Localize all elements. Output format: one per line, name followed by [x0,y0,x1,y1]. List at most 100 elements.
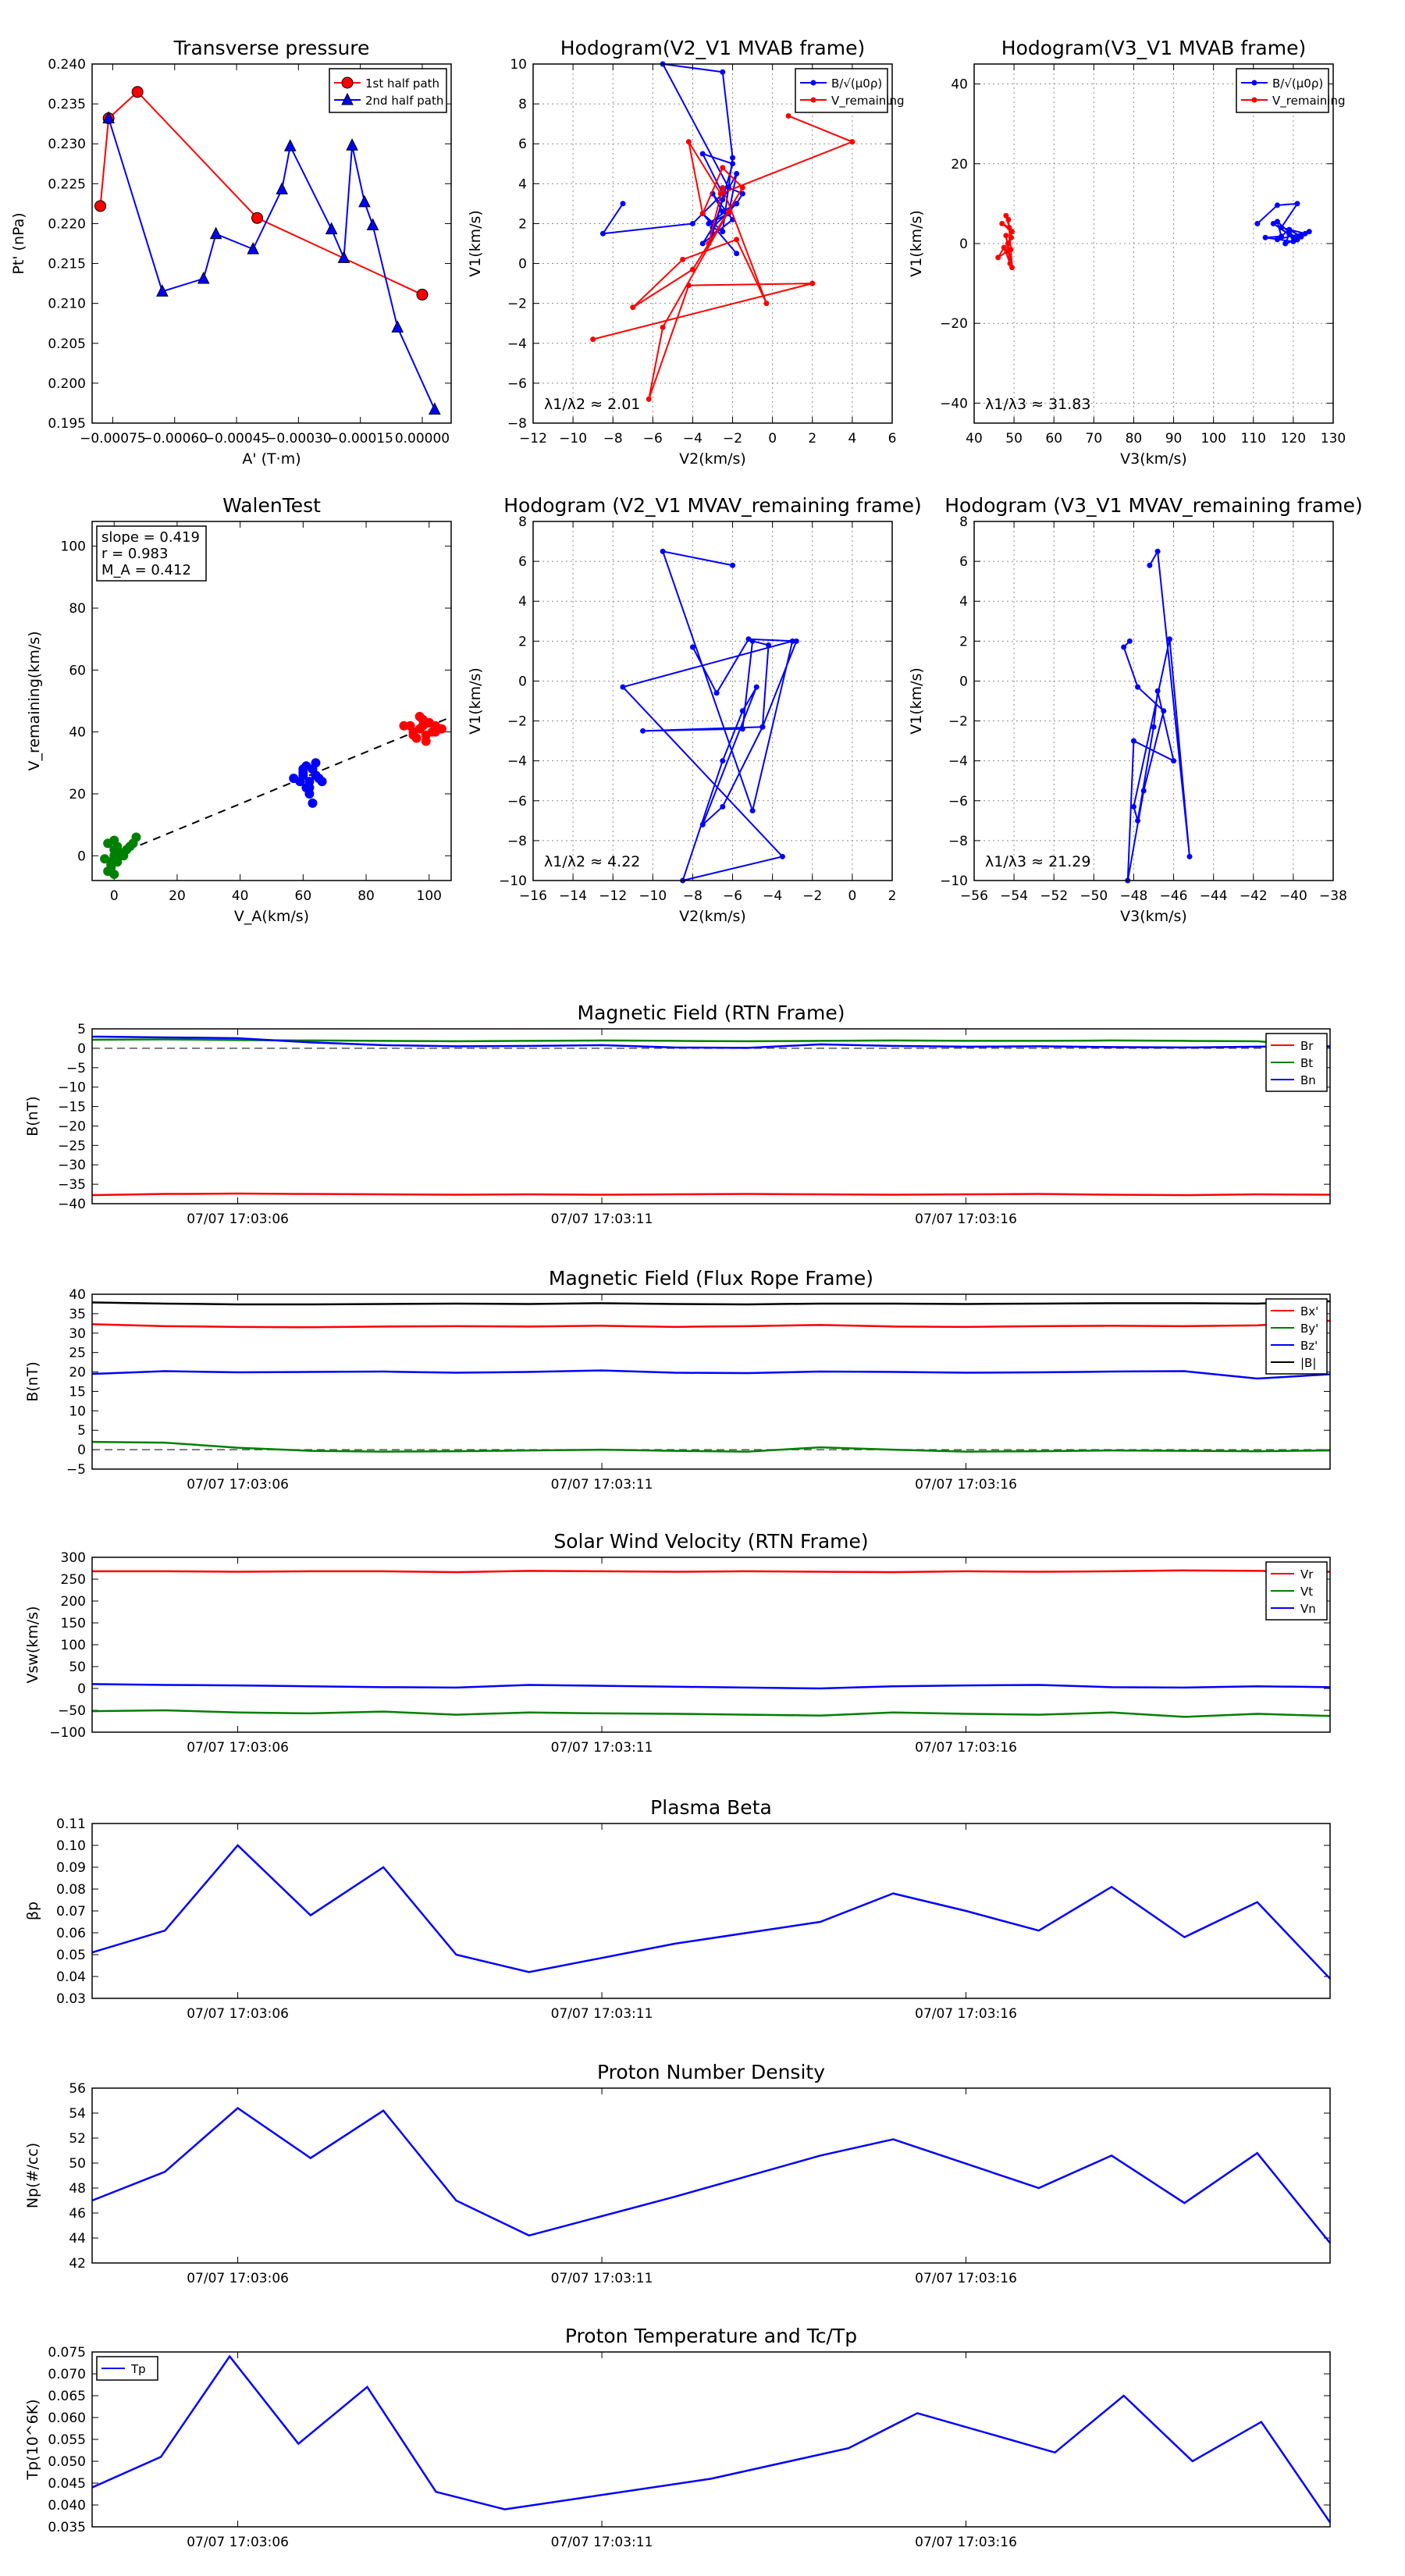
series-line-Bt [91,1038,1331,1048]
y-tick-label: 50 [69,2156,86,2172]
y-tick-label: 0.065 [48,2389,86,2404]
y-axis-label: Np(#/cc) [24,2143,41,2208]
y-tick-label: 0.08 [56,1882,86,1898]
data-point [620,201,626,207]
legend-label: B/√(μ0ρ) [831,76,882,91]
y-axis-label: Pt' (nPa) [10,212,27,274]
data-point [739,184,745,190]
y-tick-label: 0.10 [56,1838,86,1854]
x-tick-label: 07/07 17:03:06 [187,1477,289,1493]
data-point [1135,817,1141,824]
series-line-|B| [91,1300,1331,1306]
x-tick-label: 100 [417,888,442,904]
data-point [699,151,706,157]
series-line [1122,549,1190,881]
x-tick-label: 07/07 17:03:16 [915,2271,1017,2286]
y-axis-label: B(nT) [24,1361,41,1402]
plot-frame [91,1557,1331,1733]
data-point [620,684,626,690]
data-point [1003,233,1009,239]
legend-box [1236,68,1329,113]
y-tick-label: 80 [69,601,86,617]
y-tick-label: −2 [507,297,527,312]
y-tick-label: 0 [518,257,527,272]
chart-title: WalenTest [222,494,321,517]
x-tick-label: −8 [603,431,623,447]
series-line-Np [91,2107,1331,2244]
y-tick-label: 2 [959,634,968,649]
x-tick-label: 80 [1126,431,1143,447]
x-tick-label: 07/07 17:03:16 [915,1740,1017,1756]
data-point [720,197,726,203]
y-tick-label: 0.060 [48,2411,86,2426]
legend-marker [810,80,816,86]
data-point [283,139,297,151]
y-tick-label: 0.07 [56,1904,86,1920]
y-tick-label: 0 [77,849,86,864]
x-tick-label: 07/07 17:03:06 [187,2271,289,2286]
series-line-Br [91,1192,1331,1197]
data-point [1274,202,1280,208]
data-point [197,271,210,284]
data-point [1009,229,1016,235]
y-tick-label: 42 [69,2256,86,2272]
y-tick-label: 0.240 [48,57,86,73]
y-tick-label: 8 [518,514,527,530]
data-point [1005,240,1011,247]
legend-label: Bn [1300,1073,1316,1087]
data-point [408,730,418,740]
data-point [766,642,772,648]
data-point [730,155,736,161]
y-tick-label: −5 [66,1462,86,1478]
data-point [1294,201,1300,207]
x-tick-label: 0.00000 [395,431,450,447]
x-tick-label: −6 [643,431,663,447]
x-tick-label: 0 [768,431,777,447]
x-tick-label: 6 [888,431,897,447]
data-point [720,758,726,764]
y-axis-label: B(nT) [24,1096,41,1137]
plot-frame [91,521,452,881]
x-tick-label: 07/07 17:03:11 [551,2535,653,2550]
y-tick-label: −10 [940,873,968,889]
data-point [713,690,720,696]
series-line-Tp [91,2354,1332,2524]
y-tick-label: 6 [518,554,527,570]
x-tick-label: 07/07 17:03:16 [915,2006,1017,2022]
y-tick-label: −8 [507,834,527,849]
data-point [1135,684,1141,690]
data-point [1171,758,1177,764]
y-tick-label: 6 [518,137,527,152]
x-tick-label: 20 [169,888,186,904]
series-line-Bz' [91,1369,1331,1380]
legend-label: B/√(μ0ρ) [1272,76,1323,91]
x-axis-label: V2(km/s) [679,908,746,925]
x-axis-label: V_A(km/s) [234,908,309,925]
x-tick-label: 50 [1005,431,1023,447]
x-tick-label: 40 [966,431,983,447]
y-tick-label: −5 [66,1061,86,1076]
x-tick-label: −2 [723,431,742,447]
y-tick-label: 150 [61,1616,86,1631]
data-point [1147,562,1153,568]
data-point [1282,240,1289,247]
data-point [717,190,724,197]
data-point [304,783,315,793]
data-point [995,254,1001,261]
y-tick-label: −20 [940,316,968,332]
y-tick-label: −4 [507,336,527,352]
data-point [1262,234,1268,240]
data-point [416,288,429,301]
x-tick-label: −40 [1279,888,1307,904]
x-tick-label: 100 [1200,431,1225,447]
ratio-annotation: λ1/λ3 ≈ 31.83 [985,396,1090,413]
x-tick-label: 40 [232,888,249,904]
y-tick-label: 0.205 [48,336,86,352]
data-point [1154,548,1161,554]
stats-box [96,525,207,582]
legend-label: Tp [130,2362,146,2376]
y-tick-label: 0.210 [48,297,86,312]
data-point [325,222,338,235]
data-point [311,770,321,781]
data-point [418,720,428,731]
